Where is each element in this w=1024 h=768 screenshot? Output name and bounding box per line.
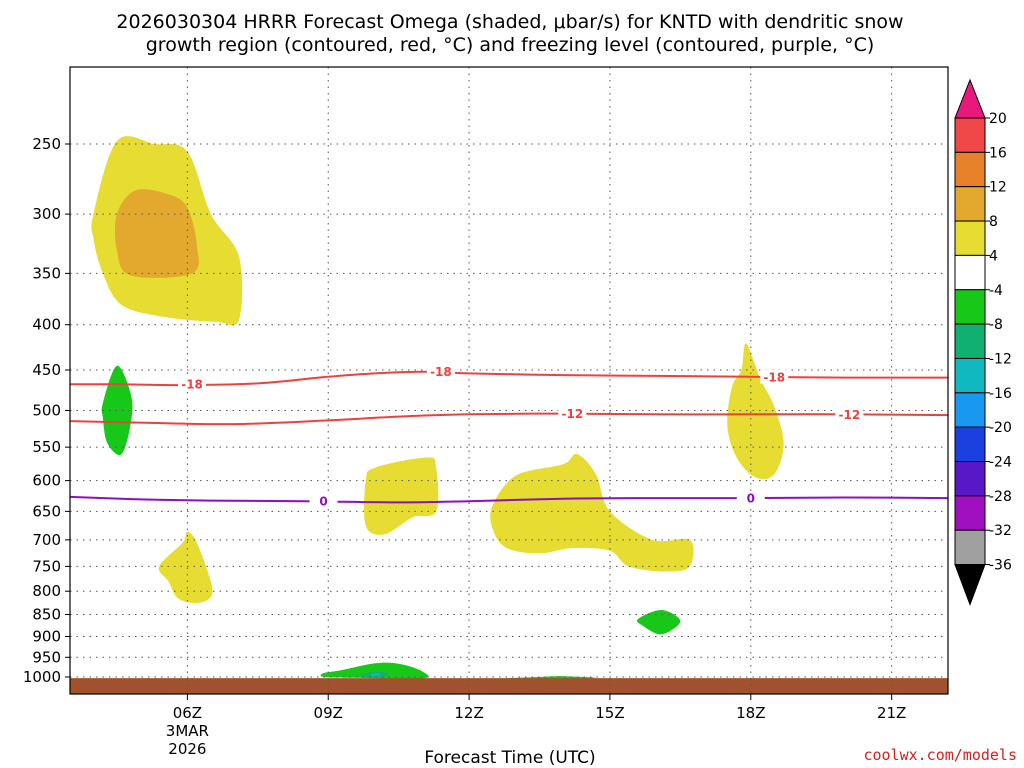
colorbar-label: -8 <box>989 317 1003 333</box>
x-tick-label: 15Z <box>595 704 624 722</box>
contour-label-bg <box>835 407 864 422</box>
y-tick-label: 400 <box>32 316 61 334</box>
y-tick-label: 600 <box>32 472 61 490</box>
colorbar-bottom-arrow <box>954 564 986 606</box>
contour-label-bg <box>309 494 338 509</box>
colorbar-label: -24 <box>989 455 1012 471</box>
colorbar-box <box>954 220 986 256</box>
colorbar-label: 4 <box>989 248 998 264</box>
omega-region-1 <box>114 189 199 278</box>
y-tick-label: 900 <box>32 627 61 645</box>
plot-frame <box>69 66 949 695</box>
x-tick-date: 3MAR <box>166 722 209 740</box>
contour-label--18: -18 <box>763 370 785 384</box>
y-tick-label: 750 <box>32 557 61 575</box>
colorbar-label: -20 <box>989 420 1012 436</box>
credit-text: coolwx.com/models <box>863 746 1017 764</box>
contour-label--12: -12 <box>839 408 861 422</box>
x-axis-title: Forecast Time (UTC) <box>424 748 595 768</box>
colorbar-box <box>954 254 986 291</box>
colorbar-box <box>954 151 986 188</box>
contour-label-bg <box>760 369 789 384</box>
y-tick-label: 800 <box>32 582 61 600</box>
colorbar-label: -28 <box>989 489 1012 505</box>
omega-region-7 <box>636 609 681 635</box>
contour-label-bg <box>558 406 587 421</box>
omega-region-10 <box>370 673 381 676</box>
colorbar-box <box>954 529 986 566</box>
x-tick-label: 21Z <box>877 704 906 722</box>
omega-region-5 <box>727 343 784 480</box>
colorbar-box <box>954 186 986 222</box>
x-tick-label: 18Z <box>736 704 765 722</box>
y-tick-label: 950 <box>32 648 61 666</box>
contour-line-0 <box>70 495 948 504</box>
colorbar-box <box>954 357 986 394</box>
x-tick-year: 2026 <box>168 740 206 758</box>
colorbar-label: 8 <box>989 214 998 230</box>
y-tick-label: 850 <box>32 606 61 624</box>
chart-title-line2: growth region (contoured, red, °C) and f… <box>146 34 875 56</box>
y-tick-label: 450 <box>32 361 61 379</box>
contour-lines: -18 -18 -18 -12 -12 0 0 <box>70 364 948 509</box>
plot-area <box>70 136 948 694</box>
colorbar-label: -12 <box>989 351 1012 367</box>
colorbar-label: -4 <box>989 283 1003 299</box>
y-tick-label: 650 <box>32 502 61 520</box>
contour-label-0: 0 <box>319 495 327 509</box>
y-tick-label: 250 <box>32 135 61 153</box>
colorbar-label: -32 <box>989 523 1012 539</box>
y-axis: 250 300 350 400 450 500 550 600 650 700 750 800 850 9… <box>23 135 70 686</box>
contour-label--18: -18 <box>181 378 203 392</box>
omega-region-3 <box>363 457 439 535</box>
x-tick-label: 09Z <box>314 704 343 722</box>
y-tick-label: 1000 <box>23 668 61 686</box>
y-tick-label: 300 <box>32 205 61 223</box>
omega-region-2 <box>158 531 213 604</box>
contour-label-0: 0 <box>747 492 755 506</box>
y-tick-label: 500 <box>32 402 61 420</box>
colorbar-label: -36 <box>989 558 1012 574</box>
omega-region-8 <box>320 662 429 679</box>
colorbar-box <box>954 426 986 462</box>
colorbar-top-arrow <box>954 78 986 119</box>
colorbar-label: 12 <box>989 180 1007 196</box>
y-tick-label: 550 <box>32 438 61 456</box>
colorbar-box <box>954 323 986 359</box>
colorbar-box <box>954 289 986 325</box>
omega-region-6 <box>101 365 133 455</box>
colorbar-box <box>954 495 986 531</box>
y-tick-label: 700 <box>32 531 61 549</box>
colorbar-box <box>954 117 986 153</box>
y-tick-label: 350 <box>32 264 61 282</box>
colorbar: 20 16 12 8 4 -4 -8 -12 -16 -20 -24 -28 -32 -36 <box>954 78 1012 606</box>
colorbar-label: 16 <box>989 145 1007 161</box>
contour-line--12 <box>70 412 948 426</box>
colorbar-box <box>954 392 986 428</box>
colorbar-label: 20 <box>989 111 1007 127</box>
contour-label-bg <box>178 377 207 392</box>
contour-label-bg <box>736 491 765 506</box>
colorbar-box <box>954 461 986 497</box>
contour-label--18: -18 <box>430 365 452 379</box>
x-tick-label: 06Z <box>173 704 202 722</box>
omega-region-4 <box>490 453 694 572</box>
colorbar-label: -16 <box>989 386 1012 402</box>
ground-layer <box>70 678 948 694</box>
x-tick-label: 12Z <box>454 704 483 722</box>
chart-title-line1: 2026030304 HRRR Forecast Omega (shaded, … <box>116 11 903 33</box>
contour-label-bg <box>426 364 455 379</box>
contour-label--12: -12 <box>562 407 584 421</box>
